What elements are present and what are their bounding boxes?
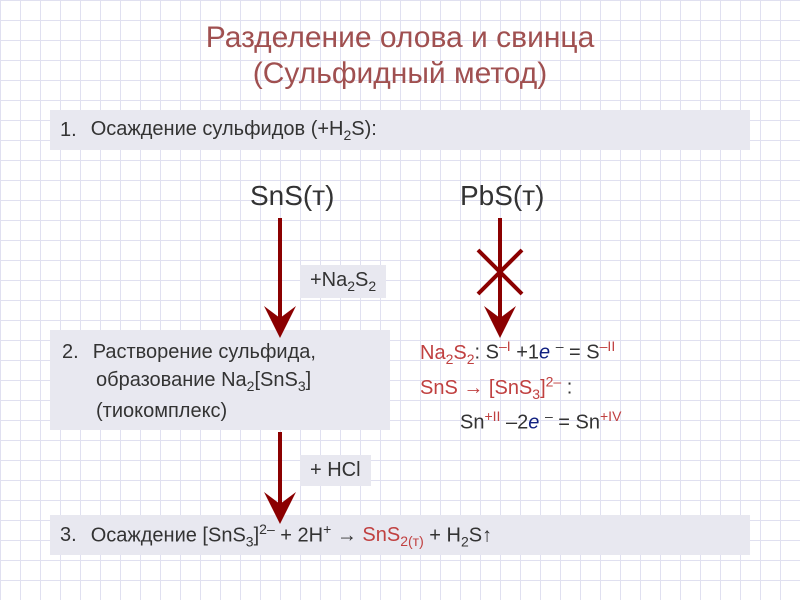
step2-line3: (тиокомплекс) [62, 397, 378, 425]
step1-num: 1. [60, 119, 77, 142]
redox-eq3: Sn+II –2e – = Sn+IV [420, 405, 621, 439]
redox-eq1: Na2S2: S–I +1e – = S–II [420, 335, 621, 370]
formula-pbs: PbS(т) [460, 180, 544, 212]
step1-text: Осаждение сульфидов (+H2S): [91, 118, 377, 143]
step1-box: 1. Осаждение сульфидов (+H2S): [50, 110, 750, 150]
formula-sns: SnS(т) [250, 180, 334, 212]
step3-text: Осаждение [SnS3]2– + 2H+ → SnS2(т) + H2S… [91, 521, 492, 550]
redox-eq2: SnS → [SnS3]2– : [420, 370, 621, 405]
title-line2: (Сульфидный метод) [253, 57, 548, 90]
hcl-box: + HCl [300, 455, 371, 486]
redox-block: Na2S2: S–I +1e – = S–II SnS → [SnS3]2– :… [420, 335, 621, 439]
step3-num: 3. [60, 524, 77, 547]
page-title: Разделение олова и свинца (Сульфидный ме… [0, 0, 800, 92]
step2-line1: 2.Растворение сульфида, [62, 338, 378, 366]
na2s2-box: +Na2S2 [300, 265, 386, 298]
step3-box: 3. Осаждение [SnS3]2– + 2H+ → SnS2(т) + … [50, 515, 750, 555]
step2-line2: образование Na2[SnS3] [62, 366, 378, 397]
cross-icon [478, 250, 522, 294]
step2-box: 2.Растворение сульфида, образование Na2[… [50, 330, 390, 430]
title-line1: Разделение олова и свинца [206, 21, 595, 54]
